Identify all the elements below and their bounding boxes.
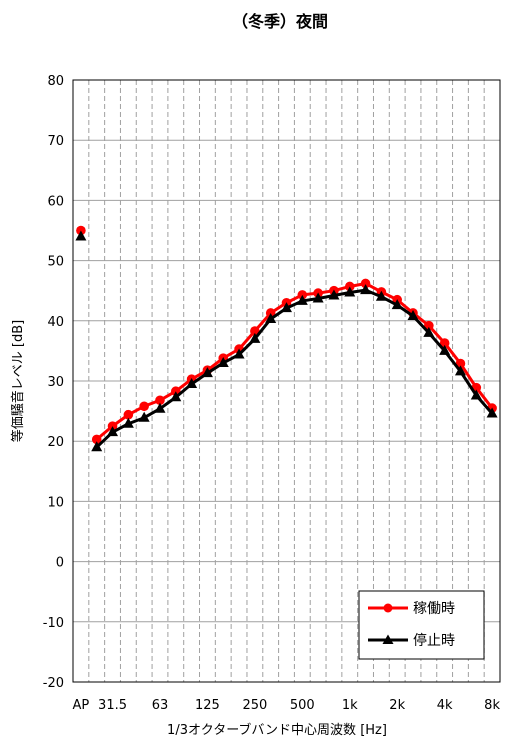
data-point bbox=[423, 326, 435, 337]
data-point bbox=[91, 434, 102, 445]
data-point bbox=[75, 230, 87, 241]
series-stopped bbox=[75, 230, 498, 452]
legend-item-stopped: 停止時 bbox=[368, 632, 455, 649]
x-tick-label: 63 bbox=[152, 698, 169, 713]
data-point bbox=[265, 308, 276, 318]
data-point bbox=[344, 286, 356, 297]
y-tick-label: 80 bbox=[47, 74, 64, 89]
data-point bbox=[76, 225, 86, 236]
legend-marker-stopped bbox=[382, 634, 394, 644]
legend-marker-operating bbox=[383, 603, 393, 613]
data-point bbox=[439, 338, 450, 348]
data-point bbox=[296, 294, 308, 305]
data-point bbox=[107, 426, 119, 437]
y-axis-ticks: -20 -10 0 10 20 30 40 50 60 70 80 bbox=[43, 74, 64, 691]
y-tick-label: 30 bbox=[47, 375, 64, 390]
data-point bbox=[139, 401, 149, 412]
legend-box bbox=[358, 590, 485, 660]
data-point bbox=[186, 378, 198, 389]
series-line bbox=[95, 288, 494, 449]
data-point bbox=[424, 320, 434, 331]
y-tick-label: 40 bbox=[47, 315, 64, 330]
y-tick-label: -20 bbox=[43, 676, 64, 691]
data-point bbox=[265, 312, 277, 323]
data-point bbox=[312, 292, 324, 303]
series-layer bbox=[75, 225, 498, 452]
x-tick-label: 2k bbox=[389, 698, 405, 713]
data-point bbox=[154, 402, 166, 413]
data-point bbox=[360, 278, 371, 289]
data-point bbox=[486, 407, 498, 418]
y-tick-label: 70 bbox=[47, 134, 64, 149]
data-point bbox=[123, 409, 134, 420]
data-point bbox=[217, 356, 229, 367]
data-point bbox=[201, 367, 213, 378]
data-point bbox=[155, 395, 165, 406]
y-tick-label: 50 bbox=[47, 255, 64, 270]
data-point bbox=[470, 389, 482, 400]
legend: 稼働時 停止時 bbox=[358, 590, 485, 660]
x-tick-label: AP bbox=[73, 698, 90, 713]
data-point bbox=[344, 281, 355, 292]
data-point bbox=[91, 441, 103, 452]
x-tick-label: 8k bbox=[484, 698, 500, 713]
grid bbox=[72, 79, 501, 683]
chart-title: （冬季）夜間 bbox=[232, 12, 328, 31]
data-point bbox=[281, 302, 292, 313]
y-tick-label: -10 bbox=[43, 616, 64, 631]
legend-item-operating: 稼働時 bbox=[368, 601, 455, 617]
data-point bbox=[297, 290, 308, 300]
y-tick-label: 0 bbox=[56, 556, 64, 571]
x-tick-label: 31.5 bbox=[98, 698, 127, 713]
data-point bbox=[107, 421, 118, 431]
data-point bbox=[122, 417, 134, 428]
data-point bbox=[454, 365, 466, 376]
data-point bbox=[138, 411, 150, 422]
data-point bbox=[233, 348, 245, 359]
y-axis-title: 等価騒音レベル [dB] bbox=[10, 320, 26, 442]
legend-label-stopped: 停止時 bbox=[413, 632, 455, 649]
series-operating bbox=[76, 225, 497, 445]
y-tick-label: 60 bbox=[47, 194, 64, 209]
y-tick-label: 20 bbox=[47, 435, 64, 450]
data-point bbox=[360, 284, 372, 295]
plot-area bbox=[72, 79, 501, 683]
legend-label-operating: 稼働時 bbox=[413, 601, 455, 617]
x-tick-label: 1k bbox=[342, 698, 358, 713]
data-point bbox=[375, 290, 387, 301]
data-point bbox=[439, 344, 451, 355]
x-tick-label: 500 bbox=[290, 698, 315, 713]
data-point bbox=[249, 332, 261, 343]
data-point bbox=[328, 289, 340, 300]
data-point bbox=[170, 391, 182, 402]
y-tick-label: 10 bbox=[47, 495, 64, 510]
data-point bbox=[407, 309, 419, 320]
x-tick-label: 250 bbox=[242, 698, 267, 713]
data-point bbox=[250, 326, 260, 336]
x-axis-title: 1/3オクターブバンド中心周波数 [Hz] bbox=[167, 722, 387, 738]
x-tick-label: 125 bbox=[195, 698, 220, 713]
x-tick-label: 4k bbox=[437, 698, 453, 713]
x-axis-ticks: AP 31.5 63 125 250 500 1k 2k 4k 8k bbox=[73, 698, 501, 713]
data-point bbox=[391, 299, 403, 310]
